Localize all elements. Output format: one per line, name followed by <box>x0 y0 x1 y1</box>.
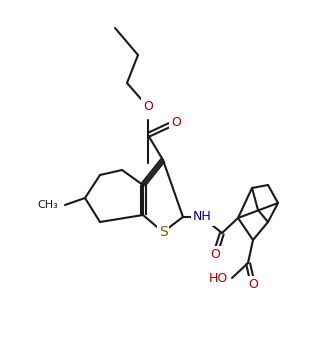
Text: HO: HO <box>209 271 228 285</box>
Text: CH₃: CH₃ <box>37 200 58 210</box>
Text: O: O <box>143 101 153 113</box>
Text: S: S <box>159 225 167 239</box>
Text: NH: NH <box>192 211 211 223</box>
Text: O: O <box>248 279 258 291</box>
Text: O: O <box>171 116 181 129</box>
Text: O: O <box>210 248 220 261</box>
